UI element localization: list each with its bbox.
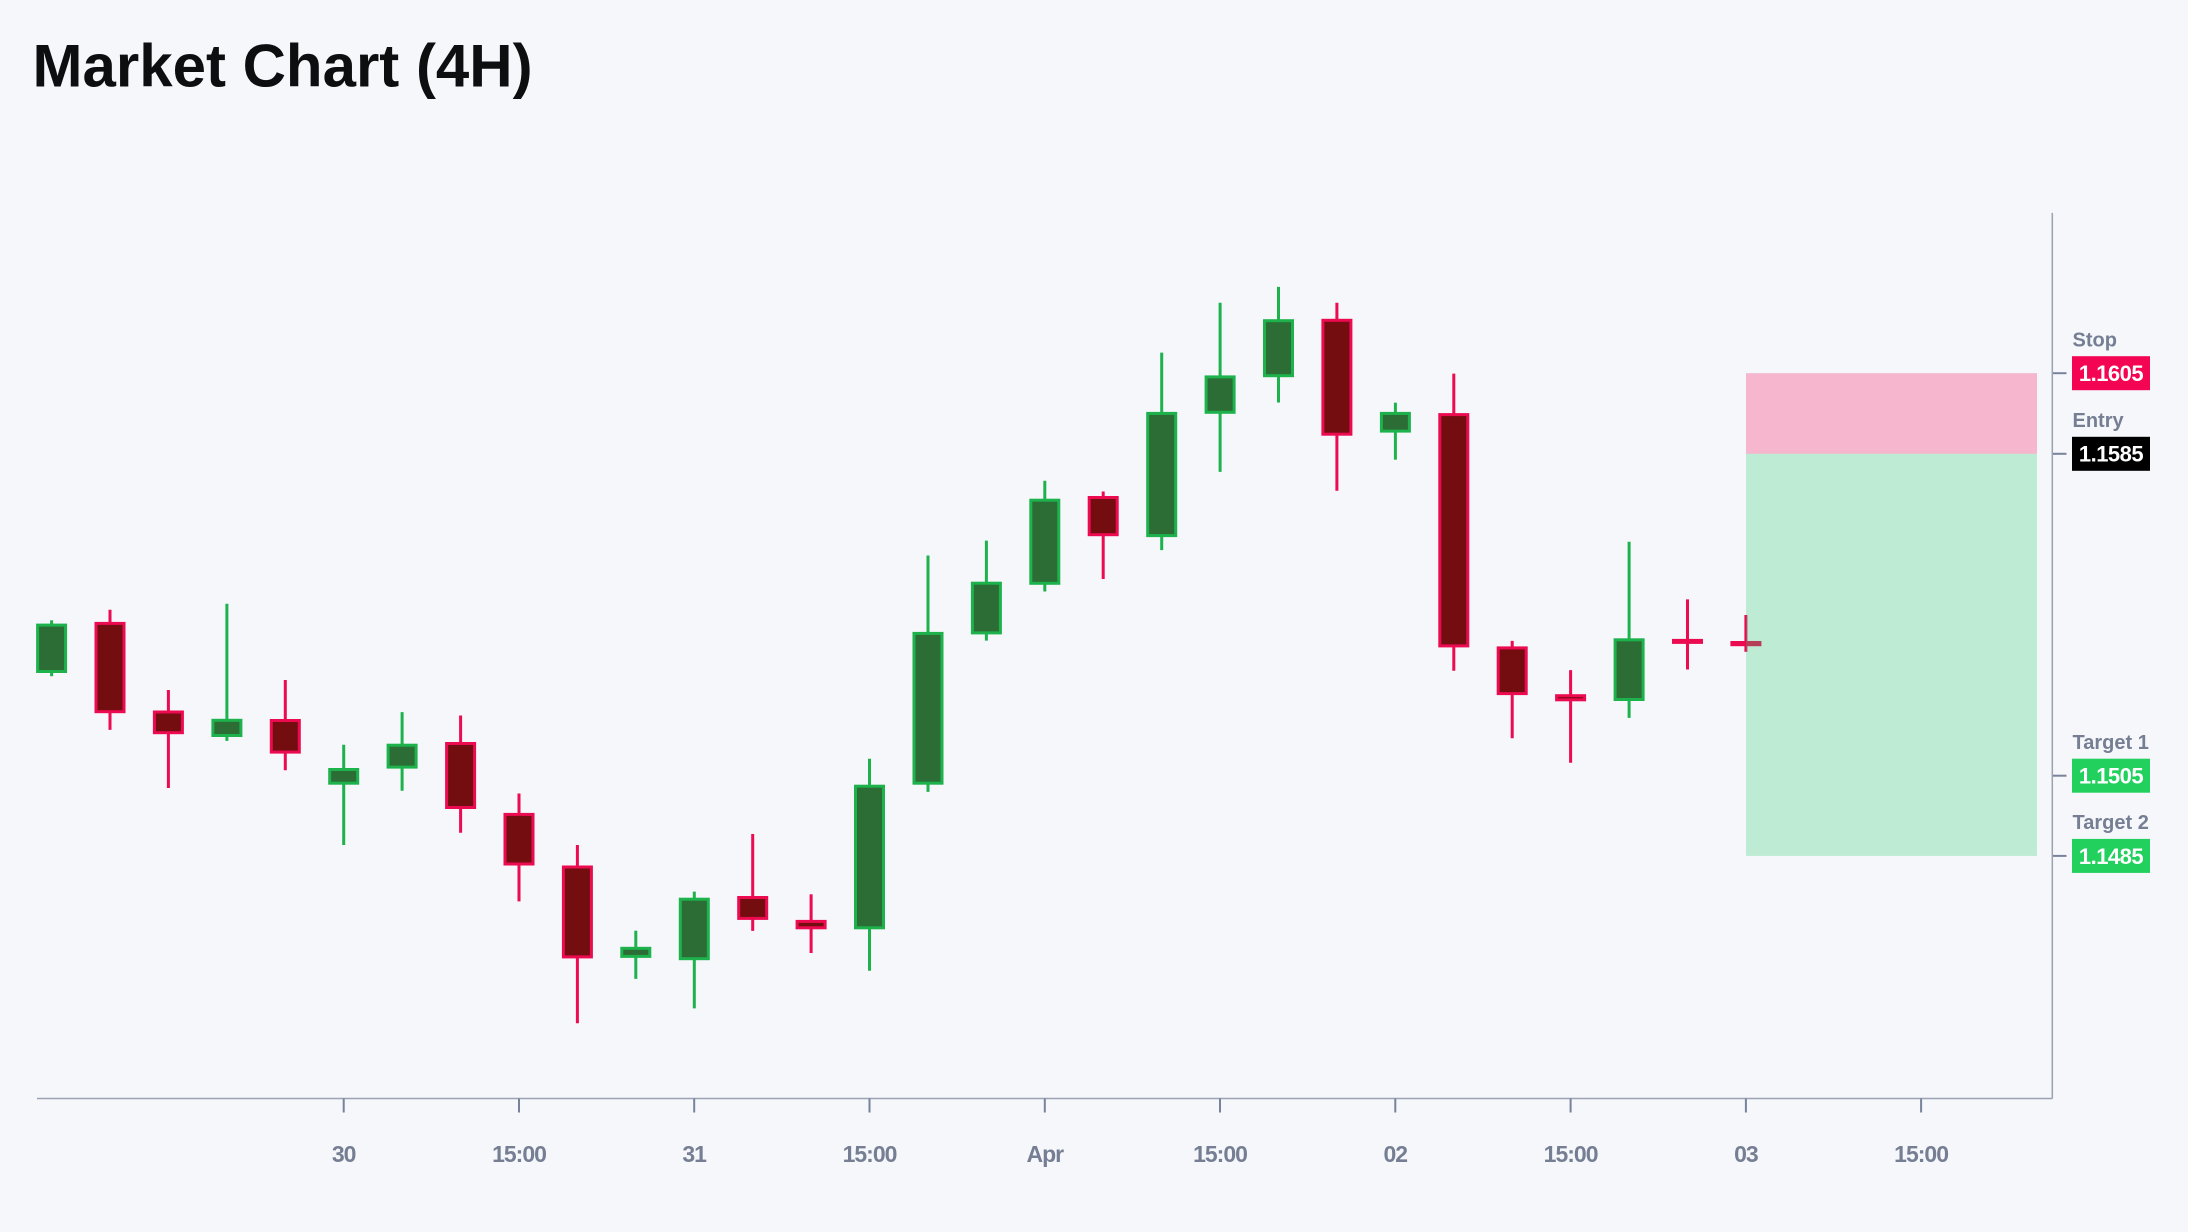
svg-text:Target 1: Target 1 <box>2073 732 2149 754</box>
svg-text:30: 30 <box>332 1141 356 1167</box>
svg-text:Entry: Entry <box>2073 410 2125 432</box>
svg-text:Stop: Stop <box>2073 330 2117 352</box>
svg-text:1.1605: 1.1605 <box>2079 361 2144 386</box>
svg-text:02: 02 <box>1384 1141 1408 1167</box>
svg-text:31: 31 <box>682 1141 707 1167</box>
svg-text:15:00: 15:00 <box>843 1141 897 1167</box>
svg-text:15:00: 15:00 <box>492 1141 546 1167</box>
svg-text:1.1505: 1.1505 <box>2079 764 2144 789</box>
svg-text:Market Chart (4H): Market Chart (4H) <box>33 33 533 100</box>
svg-text:03: 03 <box>1734 1141 1758 1167</box>
svg-text:15:00: 15:00 <box>1193 1141 1247 1167</box>
svg-text:15:00: 15:00 <box>1544 1141 1598 1167</box>
svg-text:1.1585: 1.1585 <box>2079 442 2144 467</box>
svg-text:Apr: Apr <box>1026 1141 1064 1167</box>
svg-text:Target 2: Target 2 <box>2073 812 2149 834</box>
svg-text:1.1485: 1.1485 <box>2079 844 2144 869</box>
svg-text:15:00: 15:00 <box>1894 1141 1948 1167</box>
